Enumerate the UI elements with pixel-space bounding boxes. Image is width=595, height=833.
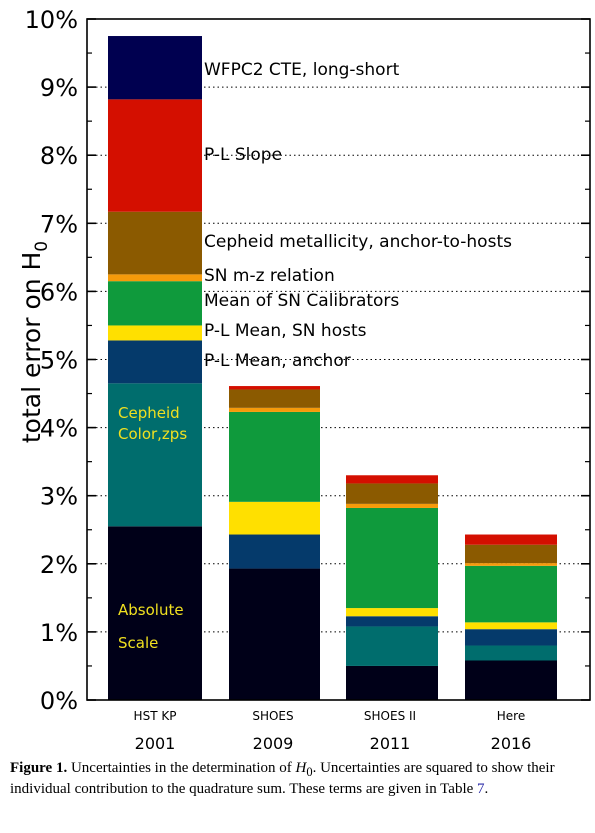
- bar-segment-3-6: [465, 544, 557, 564]
- bar-annotations: WFPC2 CTE, long-short P-L Slope Cepheid me…: [118, 60, 512, 652]
- bar-segment-0-3: [108, 325, 202, 341]
- bar-segment-2-6: [346, 483, 438, 504]
- bar-segment-1-3: [229, 501, 320, 535]
- y-tick-label-1: 1%: [40, 619, 78, 647]
- bar-segment-0-4: [108, 281, 202, 326]
- bar-segment-0-2: [108, 340, 202, 384]
- bar-segment-3-0: [465, 660, 557, 700]
- x-category-label-3: Here: [497, 709, 525, 723]
- x-year-label-3: 2016: [491, 734, 532, 753]
- x-year-label-2: 2011: [370, 734, 411, 753]
- x-year-label-1: 2009: [253, 734, 294, 753]
- x-category-label-1: SHOES: [252, 709, 293, 723]
- bar-segment-3-3: [465, 622, 557, 630]
- bar-segment-3-7: [465, 534, 557, 545]
- annotation-7: Cepheid: [118, 404, 180, 422]
- bar-segment-2-1: [346, 626, 438, 666]
- y-tick-label-3: 3%: [40, 483, 78, 511]
- y-tick-label-4: 4%: [40, 415, 78, 443]
- y-tick-label-10: 10%: [25, 6, 78, 34]
- x-category-label-0: HST KP: [134, 709, 177, 723]
- y-tick-label-5: 5%: [40, 347, 78, 375]
- bar-segment-1-0: [229, 568, 320, 700]
- bar-segment-2-3: [346, 608, 438, 617]
- annotation-10: Scale: [118, 634, 158, 652]
- bar-segment-0-5: [108, 274, 202, 282]
- annotation-6: P-L Mean, anchor: [204, 351, 351, 371]
- bar-segment-2-4: [346, 507, 438, 609]
- annotation-0: WFPC2 CTE, long-short: [204, 60, 400, 80]
- bar-segment-3-5: [465, 563, 557, 566]
- bar-segment-2-2: [346, 616, 438, 627]
- y-tick-label-2: 2%: [40, 551, 78, 579]
- bar-segment-2-0: [346, 665, 438, 700]
- caption-h-subscript: 0: [306, 765, 313, 779]
- bar-segment-3-4: [465, 565, 557, 623]
- annotation-1: P-L Slope: [204, 145, 282, 165]
- y-axis-ticks: 0% 1% 2% 3% 4% 5% 6% 7% 8% 9% 10%: [25, 6, 590, 715]
- annotation-9: Absolute: [118, 601, 184, 619]
- annotation-2: Cepheid metallicity, anchor-to-hosts: [204, 232, 512, 252]
- caption-text-after: . Uncertainties are squared to show thei…: [10, 760, 555, 797]
- x-category-label-2: SHOES II: [364, 709, 416, 723]
- y-tick-label-8: 8%: [40, 142, 78, 170]
- caption-text-before: Uncertainties in the determination of: [70, 760, 296, 776]
- figure-caption: Figure 1. Uncertainties in the determina…: [10, 760, 585, 798]
- bar-segment-3-2: [465, 629, 557, 646]
- bar-segment-0-1: [108, 383, 202, 527]
- bar-segment-0-7: [108, 99, 202, 212]
- y-tick-label-6: 6%: [40, 278, 78, 306]
- caption-end: .: [484, 781, 489, 797]
- annotation-8: Color,zps: [118, 425, 187, 443]
- y-tick-label-9: 9%: [40, 74, 78, 102]
- caption-h-symbol: H: [295, 760, 307, 776]
- y-axis-label: total error on H0: [17, 241, 52, 443]
- stacked-bar-chart: 0% 1% 2% 3% 4% 5% 6% 7% 8% 9% 10% HST KP 2001 SHOES 2…: [17, 6, 591, 753]
- bar-segment-0-8: [108, 36, 202, 100]
- bar-segment-2-5: [346, 503, 438, 508]
- bar-segment-1-5: [229, 407, 320, 412]
- bar-segment-1-6: [229, 389, 320, 408]
- bar-segment-2-7: [346, 475, 438, 484]
- table-reference-link[interactable]: 7: [477, 781, 485, 797]
- bar-segment-0-0: [108, 526, 202, 700]
- bar-segment-3-1: [465, 645, 557, 661]
- bar-segment-1-7: [229, 386, 320, 390]
- annotation-5: P-L Mean, SN hosts: [204, 321, 367, 341]
- caption-label: Figure 1.: [10, 760, 68, 776]
- y-tick-label-7: 7%: [40, 210, 78, 238]
- annotation-4: Mean of SN Calibrators: [204, 291, 399, 311]
- bar-segment-1-2: [229, 534, 320, 569]
- y-tick-label-0: 0%: [40, 687, 78, 715]
- x-axis-categories: HST KP 2001 SHOES 2009 SHOES II 2011 Here 2016: [134, 709, 532, 753]
- bar-segment-1-4: [229, 411, 320, 502]
- bar-segment-0-6: [108, 211, 202, 275]
- annotation-3: SN m-z relation: [204, 266, 335, 286]
- x-year-label-0: 2001: [135, 734, 176, 753]
- bar-stacks: [108, 36, 557, 700]
